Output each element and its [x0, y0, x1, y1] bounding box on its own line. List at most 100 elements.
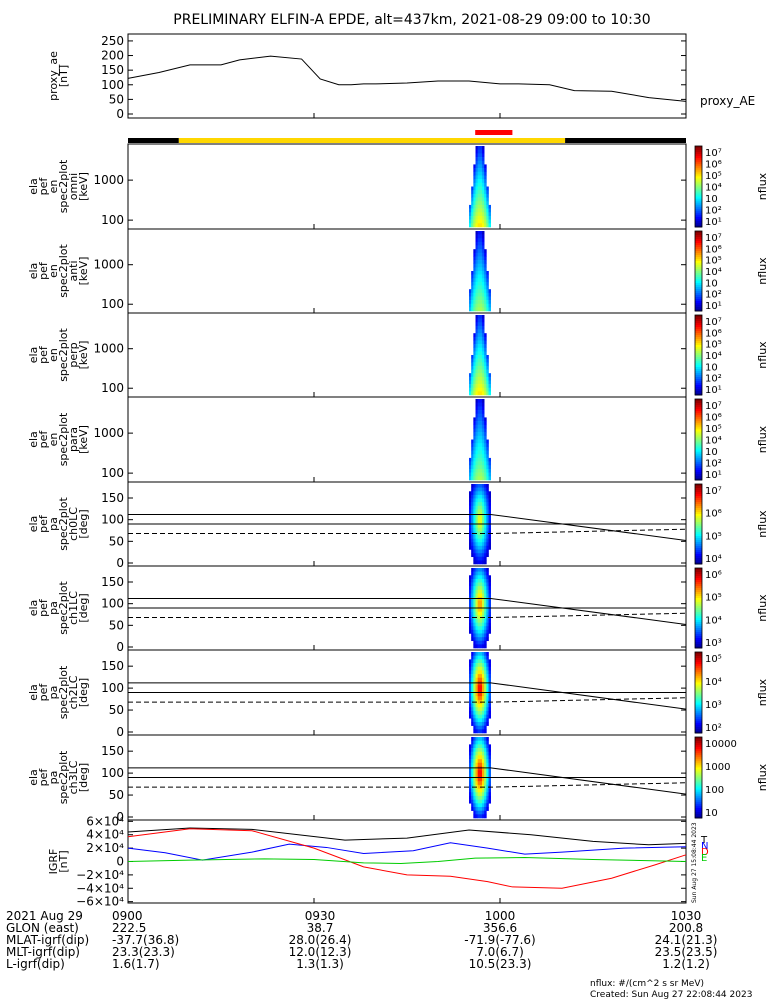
heatmap-cell [484, 770, 486, 774]
colorbar-ela_pef_en_spec2plot_omni-tick-label: 10⁴ [705, 183, 722, 194]
heatmap-cell [471, 209, 473, 213]
heatmap-cell [482, 451, 484, 455]
heatmap-cell [482, 428, 484, 432]
heatmap-cell [480, 187, 482, 191]
heatmap-cell [469, 700, 471, 704]
heatmap-cell [480, 792, 482, 796]
heatmap-cell [486, 722, 488, 726]
heatmap-cell [478, 568, 480, 572]
heatmap-cell [476, 175, 478, 179]
heatmap-cell [482, 623, 484, 627]
heatmap-cell [471, 491, 473, 495]
heatmap-cell [469, 209, 471, 213]
heatmap-cell [476, 517, 478, 521]
heatmap-cell [476, 789, 478, 793]
heatmap-cell [469, 586, 471, 590]
heatmap-cell [478, 414, 480, 418]
heatmap-cell [480, 778, 482, 782]
heatmap-cell [476, 741, 478, 745]
colorbar-ela_pef_en_spec2plot_omni-tick-label: 10¹ [705, 217, 722, 228]
heatmap-cell [476, 542, 478, 546]
heatmap-cell [486, 194, 488, 198]
plot-title: PRELIMINARY ELFIN-A EPDE, alt=437km, 202… [173, 12, 650, 28]
heatmap-cell [476, 583, 478, 587]
heatmap-cell [473, 307, 475, 311]
heatmap-cell [482, 715, 484, 719]
heatmap-cell [476, 451, 478, 455]
heatmap-cell [476, 344, 478, 348]
heatmap-cell [478, 296, 480, 300]
heatmap-cell [476, 557, 478, 561]
heatmap-cell [473, 296, 475, 300]
heatmap-cell [482, 414, 484, 418]
heatmap-cell [478, 509, 480, 513]
heatmap-cell [482, 752, 484, 756]
heatmap-cell [484, 814, 486, 818]
colorbar-ela_pef_pa_spec2plot_ch0LC-tick-label: 10⁵ [705, 531, 722, 542]
heatmap-cell [486, 528, 488, 532]
heatmap-cell [473, 781, 475, 785]
heatmap-cell [476, 796, 478, 800]
heatmap-cell [484, 491, 486, 495]
heatmap-cell [473, 696, 475, 700]
heatmap-cell [480, 674, 482, 678]
heatmap-cell [484, 707, 486, 711]
heatmap-cell [471, 619, 473, 623]
heatmap-cell [480, 473, 482, 477]
heatmap-cell [486, 380, 488, 384]
loss-cone-upper-line [128, 514, 686, 540]
heatmap-cell [489, 630, 491, 634]
heatmap-cell [473, 546, 475, 550]
heatmap-cell [476, 729, 478, 733]
colorbar-ela_pef_en_spec2plot_perp-tick-label: 10⁷ [705, 317, 722, 328]
heatmap-cell [476, 348, 478, 352]
orbit-red-marker [475, 130, 512, 135]
heatmap-cell [484, 220, 486, 224]
heatmap-cell [484, 380, 486, 384]
heatmap-cell [486, 300, 488, 304]
heatmap-cell [480, 656, 482, 660]
heatmap-cell [473, 432, 475, 436]
heatmap-cell [486, 212, 488, 216]
heatmap-cell [486, 778, 488, 782]
heatmap-cell [486, 469, 488, 473]
heatmap-cell [480, 216, 482, 220]
heatmap-cell [486, 491, 488, 495]
heatmap-cell [486, 454, 488, 458]
heatmap-cell [480, 451, 482, 455]
heatmap-cell [484, 359, 486, 363]
heatmap-cell [476, 715, 478, 719]
heatmap-cell [469, 220, 471, 224]
heatmap-cell [473, 608, 475, 612]
side-stamp: Sun Aug 27 15:08:44 2023 [691, 822, 698, 903]
heatmap-cell [476, 432, 478, 436]
heatmap-cell [484, 781, 486, 785]
heatmap-cell [489, 674, 491, 678]
heatmap-cell [478, 172, 480, 176]
heatmap-cell [473, 517, 475, 521]
heatmap-cell [473, 663, 475, 667]
heatmap-cell [476, 201, 478, 205]
heatmap-cell [480, 458, 482, 462]
heatmap-cell [476, 623, 478, 627]
heatmap-cell [476, 417, 478, 421]
heatmap-cell [478, 803, 480, 807]
heatmap-cell [476, 194, 478, 198]
heatmap-cell [484, 778, 486, 782]
ytick-ela_pef_pa_spec2plot_ch0LC-label: 100 [101, 513, 124, 527]
heatmap-cell [486, 807, 488, 811]
heatmap-cell [482, 509, 484, 513]
heatmap-cell [480, 572, 482, 576]
heatmap-cell [476, 278, 478, 282]
heatmap-cell [482, 348, 484, 352]
heatmap-cell [473, 789, 475, 793]
heatmap-cell [484, 495, 486, 499]
heatmap-cell [480, 366, 482, 370]
heatmap-cell [471, 469, 473, 473]
heatmap-cell [478, 462, 480, 466]
heatmap-cell [480, 568, 482, 572]
heatmap-cell [480, 586, 482, 590]
colorbar-ela_pef_en_spec2plot_perp-label: nflux [756, 341, 769, 369]
heatmap-cell [478, 212, 480, 216]
heatmap-cell [486, 792, 488, 796]
